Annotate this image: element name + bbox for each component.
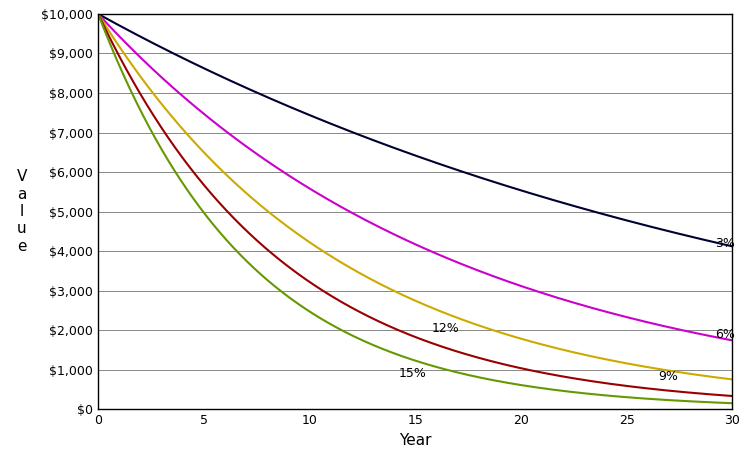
- Text: 12%: 12%: [432, 322, 460, 335]
- Text: 6%: 6%: [716, 328, 735, 340]
- Text: 3%: 3%: [716, 237, 735, 250]
- Y-axis label: V
a
l
u
e: V a l u e: [17, 169, 27, 254]
- X-axis label: Year: Year: [399, 432, 432, 448]
- Text: 9%: 9%: [658, 370, 678, 383]
- Text: 15%: 15%: [399, 367, 427, 380]
